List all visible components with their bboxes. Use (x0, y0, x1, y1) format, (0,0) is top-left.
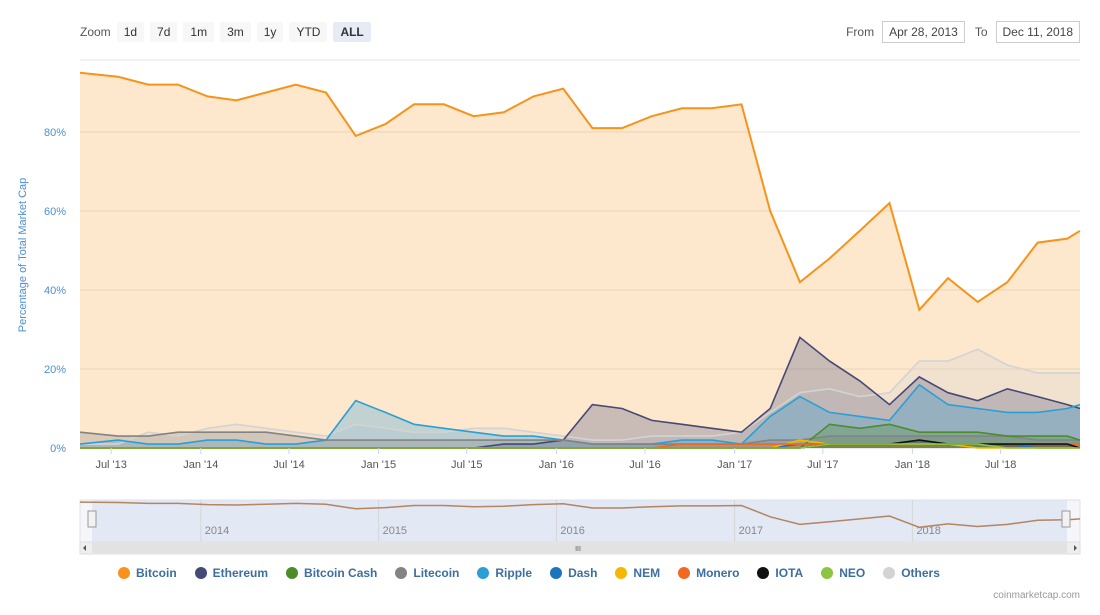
legend-item-neo[interactable]: NEO (821, 566, 865, 580)
market-cap-chart: 0% 20% 40% 60% 80% Jul '13 Jan '14 Jul '14 Jan … (17, 59, 1081, 471)
others-area (80, 349, 1080, 448)
legend-marker-icon (395, 567, 408, 579)
neo-area (80, 444, 1080, 448)
legend-marker-icon (615, 567, 628, 579)
legend-label: Monero (696, 566, 740, 580)
y-tick-label: 0% (50, 443, 66, 455)
legend-item-others[interactable]: Others (883, 566, 940, 580)
bitcoin-line (79, 71, 1081, 312)
x-tick-label: Jan '14 (183, 459, 218, 471)
x-axis: Jul '13 Jan '14 Jul '14 Jan '15 Jul '15 Jan '… (95, 448, 1016, 471)
to-date-input[interactable]: Dec 11, 2018 (995, 21, 1080, 43)
legend-label: Bitcoin Cash (304, 566, 378, 580)
legend-item-litecoin[interactable]: Litecoin (395, 566, 459, 580)
y-axis: 0% 20% 40% 60% 80% (44, 127, 66, 455)
navigator-years: 2014 2015 2016 2017 2018 (200, 500, 941, 542)
x-tick-label: Jul '17 (807, 459, 838, 471)
navigator-left-handle[interactable] (87, 510, 97, 528)
neo-line (80, 443, 1080, 449)
navigator-year-label: 2015 (383, 525, 407, 537)
legend-label: NEM (633, 566, 661, 580)
navigator-year-label: 2016 (560, 525, 584, 537)
zoom-7d-button[interactable]: 7d (150, 22, 178, 42)
from-label: From (846, 25, 875, 39)
ripple-area (80, 384, 1080, 448)
legend-marker-icon (118, 567, 130, 579)
legend-label: Bitcoin (136, 566, 177, 580)
zoom-all-button[interactable]: ALL (333, 22, 371, 42)
legend-label: Litecoin (413, 566, 460, 580)
y-tick-label: 40% (44, 285, 66, 297)
nem-area (80, 440, 1080, 448)
y-tick-label: 60% (44, 206, 66, 218)
x-tick-label: Jan '16 (539, 459, 574, 471)
x-tick-label: Jan '18 (895, 459, 930, 471)
series-areas (80, 72, 1080, 449)
x-tick-label: Jul '15 (451, 459, 482, 471)
iota-area (80, 440, 1080, 448)
x-tick-label: Jul '13 (95, 459, 126, 471)
bitcoin-area (80, 72, 1080, 449)
legend-marker-icon (194, 567, 207, 579)
scrollbar-grip: III (575, 546, 581, 553)
legend-label: IOTA (775, 566, 804, 580)
legend: Bitcoin Ethereum Bitcoin Cash Litecoin Rippl… (118, 566, 958, 580)
zoom-label: Zoom (80, 25, 111, 39)
legend-label: Dash (568, 566, 598, 580)
navigator-right-handle[interactable] (1061, 510, 1071, 528)
legend-marker-icon (477, 567, 490, 579)
y-tick-label: 20% (44, 364, 66, 376)
legend-item-bitcoin[interactable]: Bitcoin (118, 566, 177, 580)
scrollbar-thumb[interactable] (92, 543, 1067, 553)
from-date-input[interactable]: Apr 28, 2013 (882, 21, 965, 43)
legend-item-monero[interactable]: Monero (678, 566, 739, 580)
zoom-bar: Zoom 1d 7d 1m 3m 1y YTD ALL (80, 20, 377, 44)
x-tick-label: Jan '15 (361, 459, 396, 471)
y-tick-label: 80% (44, 127, 66, 139)
monero-area (80, 444, 1080, 448)
y-axis-title: Percentage of Total Market Cap (17, 178, 29, 333)
x-tick-label: Jul '18 (985, 459, 1016, 471)
zoom-3m-button[interactable]: 3m (220, 22, 251, 42)
legend-item-iota[interactable]: IOTA (757, 566, 803, 580)
legend-item-nem[interactable]: NEM (615, 566, 660, 580)
scroll-right-arrow-icon[interactable] (1074, 545, 1077, 551)
legend-marker-icon (286, 567, 299, 579)
legend-item-ethereum[interactable]: Ethereum (194, 566, 269, 580)
date-range-selector: From Apr 28, 2013 To Dec 11, 2018 (846, 20, 1080, 44)
x-tick-label: Jul '14 (273, 459, 304, 471)
navigator-year-label: 2017 (739, 525, 763, 537)
x-tick-label: Jan '17 (717, 459, 752, 471)
others-line (80, 348, 1080, 445)
legend-marker-icon (678, 567, 691, 579)
navigator-year-label: 2018 (916, 525, 940, 537)
x-tick-label: Jul '16 (629, 459, 660, 471)
to-label: To (974, 25, 988, 39)
source-credit[interactable]: coinmarketcap.com (993, 590, 1080, 601)
scroll-left-arrow-icon[interactable] (83, 545, 86, 551)
navigator-line (79, 501, 1081, 529)
legend-item-dash[interactable]: Dash (550, 566, 597, 580)
navigator[interactable]: 2014 2015 2016 2017 2018 III (0, 496, 1100, 566)
zoom-1d-button[interactable]: 1d (116, 22, 145, 42)
series-lines (79, 71, 1081, 449)
legend-marker-icon (550, 567, 563, 579)
legend-item-ripple[interactable]: Ripple (477, 566, 532, 580)
legend-marker-icon (883, 567, 896, 579)
legend-label: Ethereum (212, 566, 269, 580)
legend-label: NEO (839, 566, 866, 580)
legend-item-bitcoin-cash[interactable]: Bitcoin Cash (286, 566, 377, 580)
legend-marker-icon (757, 567, 770, 579)
zoom-1m-button[interactable]: 1m (183, 22, 215, 42)
bitcoin-cash-area (80, 424, 1080, 448)
legend-label: Ripple (495, 566, 533, 580)
dash-area (80, 444, 1080, 448)
legend-marker-icon (821, 567, 834, 579)
zoom-ytd-button[interactable]: YTD (289, 22, 328, 42)
ethereum-area (80, 337, 1080, 448)
litecoin-line (79, 431, 1080, 445)
zoom-1y-button[interactable]: 1y (256, 22, 284, 42)
legend-label: Others (901, 566, 940, 580)
navigator-year-label: 2014 (205, 525, 229, 537)
